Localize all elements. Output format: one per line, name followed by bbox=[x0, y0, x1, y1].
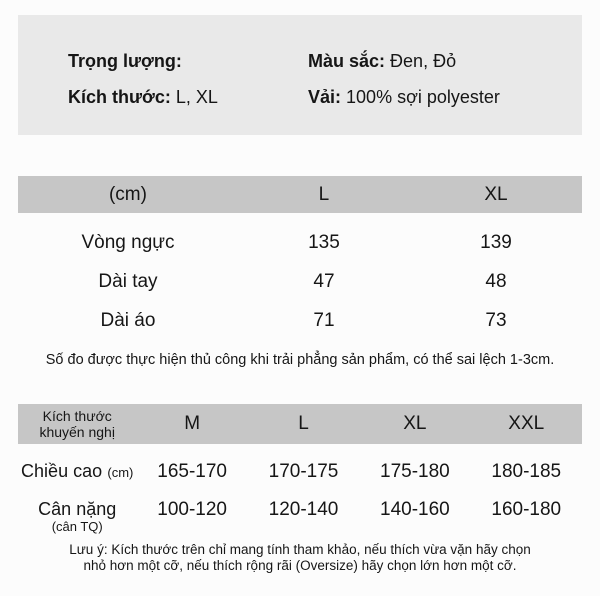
size-table-header-unit: (cm) bbox=[108, 183, 147, 205]
size-table-body: Vòng ngực 135 139 Dài tay 47 48 Dài áo 7… bbox=[18, 213, 582, 340]
recommend-header-label-line2: khuyến nghị bbox=[39, 424, 115, 440]
row-value-xxl: 180-185 bbox=[491, 461, 562, 482]
fabric-label: Vải: bbox=[308, 87, 342, 107]
row-value-l: 135 bbox=[308, 231, 340, 253]
fabric-field: Vải: 100% sợi polyester bbox=[308, 88, 582, 106]
fabric-value: 100% sợi polyester bbox=[346, 87, 500, 107]
size-value: L, XL bbox=[175, 87, 218, 107]
row-value-l: 120-140 bbox=[268, 499, 339, 520]
measurement-note: Số đo được thực hiện thủ công khi trải p… bbox=[45, 352, 555, 368]
sizing-advice-line1: Lưu ý: Kích thước trên chỉ mang tính tha… bbox=[69, 542, 531, 557]
size-table-header-l: L bbox=[318, 183, 330, 205]
recommend-header-m: M bbox=[184, 413, 201, 434]
info-row-1: Trọng lượng: Màu sắc: Đen, Đỏ bbox=[68, 52, 582, 70]
table-row-weight: Cân nặng (cân TQ) 100-120 120-140 140-16… bbox=[18, 499, 582, 534]
height-label: Chiều cao bbox=[21, 461, 103, 481]
table-row-height: Chiều cao (cm) 165-170 170-175 175-180 1… bbox=[18, 444, 582, 500]
row-value-l: 170-175 bbox=[268, 461, 339, 482]
weight-field: Trọng lượng: bbox=[68, 52, 308, 70]
product-info-box: Trọng lượng: Màu sắc: Đen, Đỏ Kích thước… bbox=[18, 15, 582, 135]
color-field: Màu sắc: Đen, Đỏ bbox=[308, 52, 582, 70]
recommend-header-label-line1: Kích thước bbox=[42, 408, 112, 424]
recommend-header-l: L bbox=[298, 413, 309, 434]
recommend-header-label: Kích thước khuyến nghị bbox=[18, 408, 136, 440]
row-label: Cân nặng (cân TQ) bbox=[18, 499, 136, 534]
info-row-2: Kích thước: L, XL Vải: 100% sợi polyeste… bbox=[68, 88, 582, 106]
height-label-unit: (cm) bbox=[107, 465, 134, 480]
table-row-sleeve: Dài tay 47 48 bbox=[18, 262, 582, 301]
size-table-header: (cm) L XL bbox=[18, 176, 582, 213]
row-value-xxl: 160-180 bbox=[491, 499, 562, 520]
sizing-advice-line2: nhỏ hơn một cỡ, nếu thích rộng rãi (Over… bbox=[83, 558, 517, 573]
color-label: Màu sắc: bbox=[308, 51, 386, 71]
row-value-m: 100-120 bbox=[157, 499, 227, 520]
row-value-xl: 73 bbox=[485, 309, 507, 331]
weight-row-label-unit: (cân TQ) bbox=[51, 519, 103, 534]
recommend-header-xl: XL bbox=[403, 413, 427, 434]
row-label: Dài áo bbox=[100, 309, 156, 331]
row-value-l: 71 bbox=[313, 309, 335, 331]
size-field: Kích thước: L, XL bbox=[68, 88, 308, 106]
row-label: Dài tay bbox=[98, 270, 158, 292]
row-value-xl: 175-180 bbox=[380, 461, 450, 482]
table-row-chest: Vòng ngực 135 139 bbox=[18, 223, 582, 262]
row-value-l: 47 bbox=[313, 270, 335, 292]
table-row-length: Dài áo 71 73 bbox=[18, 301, 582, 340]
color-value: Đen, Đỏ bbox=[390, 51, 457, 71]
row-label: Vòng ngực bbox=[81, 231, 175, 253]
size-label: Kích thước: bbox=[68, 87, 171, 107]
recommend-table-header: Kích thước khuyến nghị M L XL XXL bbox=[18, 404, 582, 444]
row-value-xl: 139 bbox=[480, 231, 512, 253]
size-table-header-xl: XL bbox=[484, 183, 508, 205]
weight-label: Trọng lượng: bbox=[68, 51, 182, 71]
row-label: Chiều cao (cm) bbox=[18, 461, 136, 483]
row-value-xl: 48 bbox=[485, 270, 507, 292]
recommend-header-xxl: XXL bbox=[508, 413, 545, 434]
weight-row-label: Cân nặng bbox=[38, 499, 117, 519]
row-value-xl: 140-160 bbox=[380, 499, 450, 520]
row-value-m: 165-170 bbox=[157, 461, 227, 482]
sizing-advice-note: Lưu ý: Kích thước trên chỉ mang tính tha… bbox=[18, 542, 582, 574]
